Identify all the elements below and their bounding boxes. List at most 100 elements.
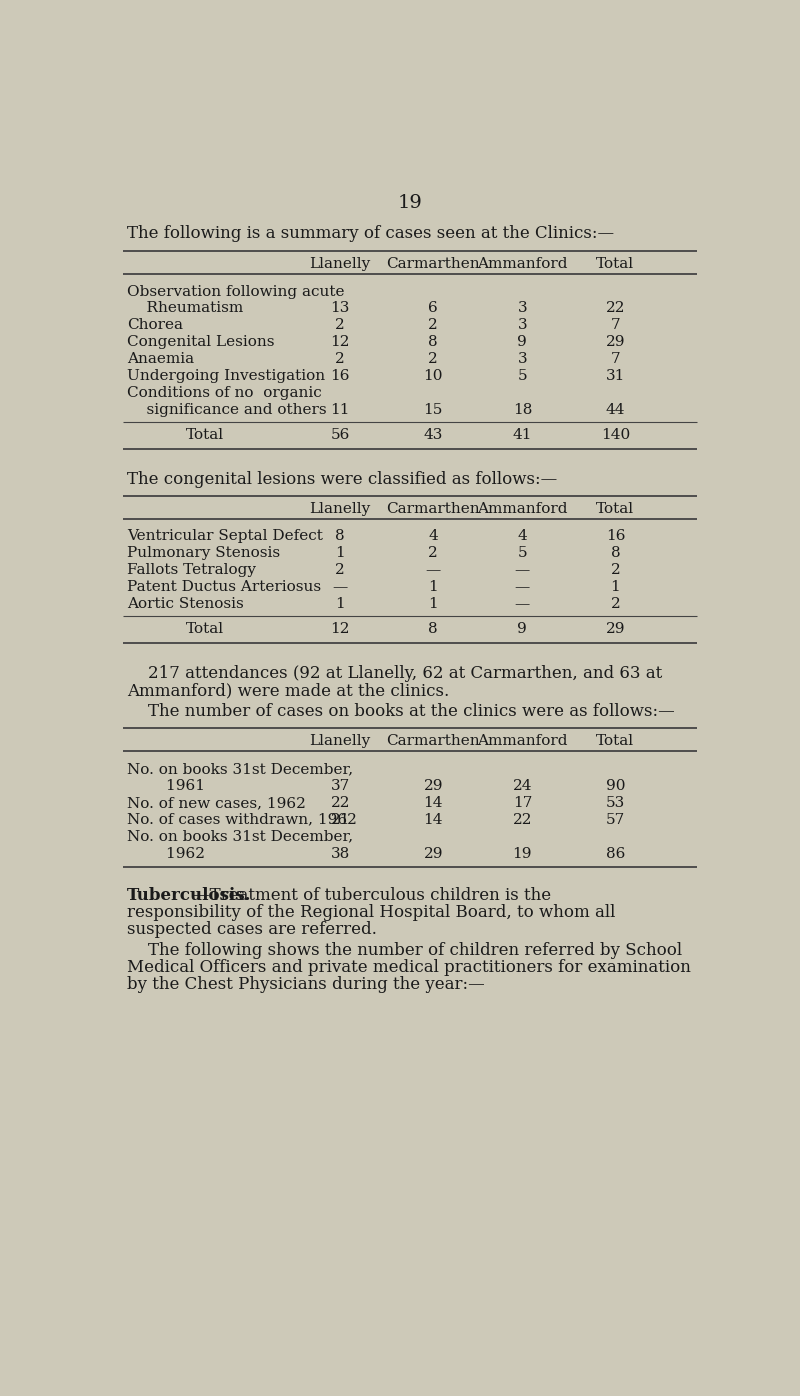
Text: 24: 24 — [513, 779, 532, 793]
Text: Conditions of no  organic: Conditions of no organic — [127, 387, 322, 401]
Text: Total: Total — [186, 427, 224, 441]
Text: Ammanford: Ammanford — [477, 501, 568, 515]
Text: 29: 29 — [423, 779, 443, 793]
Text: 29: 29 — [606, 621, 625, 635]
Text: 22: 22 — [513, 812, 532, 826]
Text: 9: 9 — [518, 335, 527, 349]
Text: 44: 44 — [606, 403, 625, 417]
Text: No. on books 31st December,: No. on books 31st December, — [127, 829, 354, 843]
Text: 9: 9 — [518, 621, 527, 635]
Text: No. of cases withdrawn, 1962: No. of cases withdrawn, 1962 — [127, 812, 357, 826]
Text: Anaemia: Anaemia — [127, 352, 194, 366]
Text: 10: 10 — [423, 370, 443, 384]
Text: by the Chest Physicians during the year:—: by the Chest Physicians during the year:… — [127, 976, 485, 993]
Text: 17: 17 — [513, 796, 532, 810]
Text: 3: 3 — [518, 302, 527, 315]
Text: 16: 16 — [606, 529, 625, 543]
Text: 5: 5 — [518, 546, 527, 560]
Text: —: — — [514, 581, 530, 595]
Text: Chorea: Chorea — [127, 318, 183, 332]
Text: Carmarthen: Carmarthen — [386, 734, 480, 748]
Text: 16: 16 — [330, 370, 350, 384]
Text: Ammanford: Ammanford — [477, 257, 568, 271]
Text: The number of cases on books at the clinics were as follows:—: The number of cases on books at the clin… — [127, 704, 675, 720]
Text: 57: 57 — [606, 812, 625, 826]
Text: The congenital lesions were classified as follows:—: The congenital lesions were classified a… — [127, 470, 558, 487]
Text: No. on books 31st December,: No. on books 31st December, — [127, 762, 354, 776]
Text: 1: 1 — [610, 581, 620, 595]
Text: 8: 8 — [429, 335, 438, 349]
Text: 3: 3 — [518, 318, 527, 332]
Text: 14: 14 — [423, 796, 443, 810]
Text: 90: 90 — [606, 779, 625, 793]
Text: Total: Total — [186, 621, 224, 635]
Text: Congenital Lesions: Congenital Lesions — [127, 335, 274, 349]
Text: 11: 11 — [330, 403, 350, 417]
Text: Pulmonary Stenosis: Pulmonary Stenosis — [127, 546, 280, 560]
Text: 13: 13 — [330, 302, 350, 315]
Text: 2: 2 — [610, 564, 620, 578]
Text: 1961: 1961 — [127, 779, 205, 793]
Text: 2: 2 — [335, 318, 345, 332]
Text: Ammanford) were made at the clinics.: Ammanford) were made at the clinics. — [127, 681, 450, 699]
Text: 12: 12 — [330, 335, 350, 349]
Text: 4: 4 — [518, 529, 527, 543]
Text: 38: 38 — [330, 846, 350, 861]
Text: 7: 7 — [610, 318, 620, 332]
Text: 43: 43 — [423, 427, 443, 441]
Text: Undergoing Investigation: Undergoing Investigation — [127, 370, 326, 384]
Text: —: — — [514, 597, 530, 611]
Text: Rheumatism: Rheumatism — [127, 302, 243, 315]
Text: Total: Total — [596, 734, 634, 748]
Text: 217 attendances (92 at Llanelly, 62 at Carmarthen, and 63 at: 217 attendances (92 at Llanelly, 62 at C… — [127, 664, 662, 681]
Text: 140: 140 — [601, 427, 630, 441]
Text: 12: 12 — [330, 621, 350, 635]
Text: 8: 8 — [429, 621, 438, 635]
Text: suspected cases are referred.: suspected cases are referred. — [127, 920, 377, 938]
Text: Carmarthen: Carmarthen — [386, 257, 480, 271]
Text: Total: Total — [596, 257, 634, 271]
Text: 2: 2 — [335, 352, 345, 366]
Text: —: — — [514, 564, 530, 578]
Text: 1: 1 — [428, 597, 438, 611]
Text: 8: 8 — [335, 529, 345, 543]
Text: 18: 18 — [513, 403, 532, 417]
Text: 5: 5 — [518, 370, 527, 384]
Text: 1: 1 — [335, 597, 345, 611]
Text: 19: 19 — [398, 194, 422, 212]
Text: Ammanford: Ammanford — [477, 734, 568, 748]
Text: 2: 2 — [428, 318, 438, 332]
Text: The following shows the number of children referred by School: The following shows the number of childr… — [127, 942, 682, 959]
Text: significance and others: significance and others — [127, 403, 326, 417]
Text: —: — — [333, 581, 348, 595]
Text: Observation following acute: Observation following acute — [127, 285, 345, 299]
Text: 1: 1 — [428, 581, 438, 595]
Text: 41: 41 — [513, 427, 532, 441]
Text: 1962: 1962 — [127, 846, 205, 861]
Text: responsibility of the Regional Hospital Board, to whom all: responsibility of the Regional Hospital … — [127, 903, 615, 920]
Text: 7: 7 — [610, 352, 620, 366]
Text: 6: 6 — [428, 302, 438, 315]
Text: 56: 56 — [330, 427, 350, 441]
Text: 29: 29 — [423, 846, 443, 861]
Text: 86: 86 — [606, 846, 625, 861]
Text: No. of new cases, 1962: No. of new cases, 1962 — [127, 796, 306, 810]
Text: 2: 2 — [428, 546, 438, 560]
Text: Total: Total — [596, 501, 634, 515]
Text: The following is a summary of cases seen at the Clinics:—: The following is a summary of cases seen… — [127, 225, 614, 243]
Text: 21: 21 — [330, 812, 350, 826]
Text: 29: 29 — [606, 335, 625, 349]
Text: 19: 19 — [513, 846, 532, 861]
Text: 2: 2 — [610, 597, 620, 611]
Text: Patent Ductus Arteriosus: Patent Ductus Arteriosus — [127, 581, 322, 595]
Text: Fallots Tetralogy: Fallots Tetralogy — [127, 564, 256, 578]
Text: Medical Officers and private medical practitioners for examination: Medical Officers and private medical pra… — [127, 959, 691, 976]
Text: Llanelly: Llanelly — [310, 501, 371, 515]
Text: Llanelly: Llanelly — [310, 257, 371, 271]
Text: 14: 14 — [423, 812, 443, 826]
Text: Ventricular Septal Defect: Ventricular Septal Defect — [127, 529, 323, 543]
Text: 15: 15 — [423, 403, 443, 417]
Text: Llanelly: Llanelly — [310, 734, 371, 748]
Text: 2: 2 — [335, 564, 345, 578]
Text: 8: 8 — [610, 546, 620, 560]
